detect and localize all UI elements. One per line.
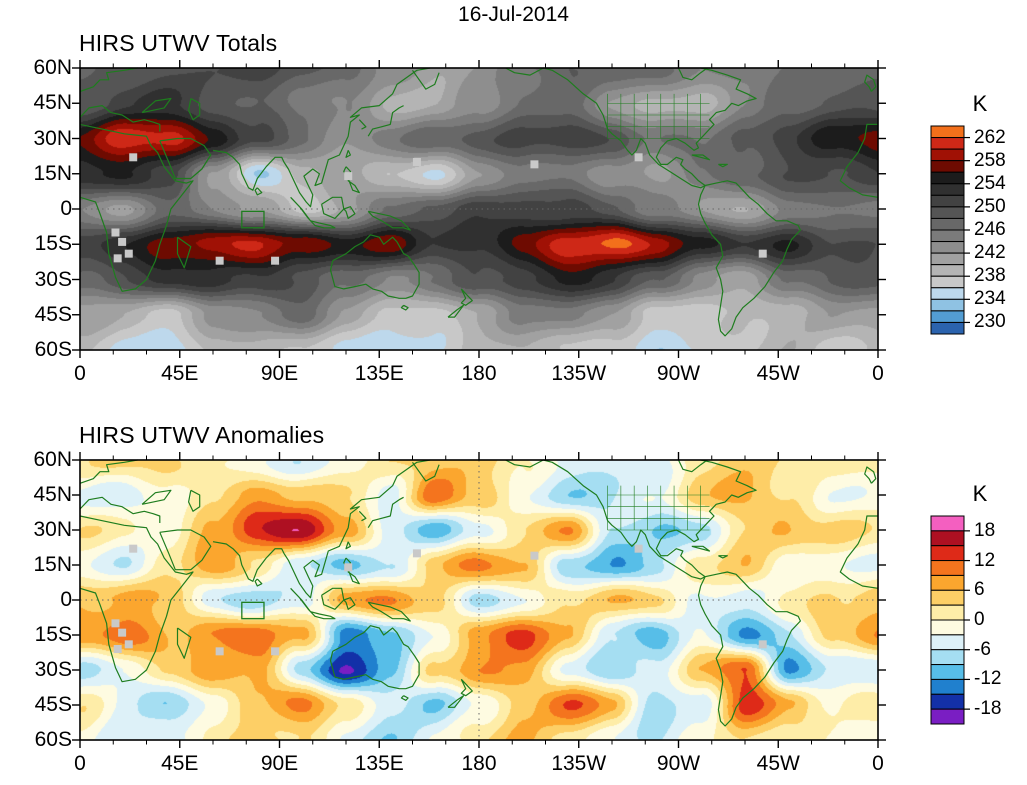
lon-tick-label: 45W xyxy=(756,362,800,385)
colorbar-tick-label: 242 xyxy=(974,242,1006,264)
colorbar-box xyxy=(930,206,965,219)
lat-tick-label: 15S xyxy=(34,232,72,256)
colorbar-box xyxy=(930,125,965,139)
anomalies-colorbar: K 18 12 6 0 -6 -12 -18 xyxy=(930,481,1027,727)
colorbar-box xyxy=(930,604,965,621)
colorbar-box xyxy=(930,217,965,231)
lon-tick-label: 90E xyxy=(260,362,299,385)
colorbar-tick-label: 246 xyxy=(974,219,1006,240)
colorbar-tick-label: -18 xyxy=(974,698,1002,720)
colorbar-box xyxy=(930,664,965,680)
anomalies-map: 60N 45N 30N 15N 0 15S 30S 45S 60S 0 45E 90E 135E 180 1… xyxy=(33,448,886,775)
totals-map: 60N 45N 30N 15N 0 15S 30S 45S 60S 0 45E 90E 135E 180 1… xyxy=(33,56,886,385)
lat-tick-label: 15N xyxy=(33,161,72,185)
lat-tick-label: 60N xyxy=(33,448,72,471)
totals-colorbar: K 262 258 254 250 246 242 238 234 230 xyxy=(930,91,1027,337)
lat-tick-label: 45S xyxy=(34,693,72,716)
anomalies-colorbar-unit: K xyxy=(972,481,988,506)
lon-tick-label: 0 xyxy=(872,362,884,385)
lat-tick-label: 45N xyxy=(33,91,72,115)
colorbar-box xyxy=(930,183,965,196)
lon-tick-label: 180 xyxy=(461,752,497,775)
lon-tick-label: 90E xyxy=(260,752,299,775)
lon-tick-label: 135E xyxy=(354,752,404,775)
lat-tick-label: 45N xyxy=(33,483,72,506)
lon-tick-label: 90W xyxy=(656,752,701,775)
totals-colorbar-unit: K xyxy=(972,91,988,116)
lat-tick-label: 60N xyxy=(33,56,72,79)
figure-date: 16-Jul-2014 xyxy=(458,3,569,26)
colorbar-box xyxy=(930,310,965,323)
lat-tick-label: 0 xyxy=(60,197,72,220)
colorbar-tick-label: -12 xyxy=(974,668,1002,690)
colorbar-tick-label: 254 xyxy=(974,172,1006,194)
lon-tick-label: 135W xyxy=(551,362,607,385)
colorbar-box xyxy=(930,619,965,636)
colorbar-box xyxy=(930,264,965,277)
colorbar-tick-label: 238 xyxy=(974,265,1006,287)
colorbar-box xyxy=(930,574,965,591)
lon-tick-label: 0 xyxy=(74,362,86,385)
lat-tick-label: 15S xyxy=(34,623,72,646)
colorbar-swatches xyxy=(930,515,970,725)
colorbar-box xyxy=(930,160,965,173)
panel-title-totals: HIRS UTWV Totals xyxy=(79,30,278,56)
colorbar-box xyxy=(930,708,965,725)
colorbar-tick-label: -6 xyxy=(974,638,991,660)
lat-tick-label: 30S xyxy=(34,267,72,291)
lon-tick-label: 135W xyxy=(551,752,607,775)
colorbar-swatches xyxy=(930,125,970,335)
lon-tick-label: 0 xyxy=(74,752,86,775)
lat-tick-label: 0 xyxy=(60,588,72,611)
lon-tick-label: 135E xyxy=(354,362,404,385)
lon-tick-label: 90W xyxy=(656,362,701,385)
lat-tick-label: 60S xyxy=(34,728,72,751)
panel-title-anomalies: HIRS UTWV Anomalies xyxy=(79,422,325,448)
colorbar-tick-label: 6 xyxy=(974,579,985,601)
colorbar-box xyxy=(930,634,965,651)
colorbar-tick-label: 230 xyxy=(974,311,1006,333)
colorbar-tick-label: 250 xyxy=(974,195,1006,217)
colorbar-box xyxy=(930,321,965,335)
colorbar-box xyxy=(930,589,965,606)
colorbar-tick-label: 18 xyxy=(974,519,996,541)
lon-tick-label: 45E xyxy=(161,362,199,385)
colorbar-tick-label: 262 xyxy=(974,126,1006,148)
colorbar-box xyxy=(930,560,965,576)
colorbar-box xyxy=(930,515,965,532)
lon-tick-label: 0 xyxy=(872,752,884,775)
colorbar-box xyxy=(930,545,965,562)
lat-tick-label: 45S xyxy=(34,302,72,326)
colorbar-box xyxy=(930,298,965,312)
lon-tick-label: 45W xyxy=(756,752,800,775)
colorbar-box xyxy=(930,241,965,254)
anomalies-heatmap-canvas xyxy=(80,460,878,740)
lat-tick-label: 30N xyxy=(33,126,72,150)
lat-tick-label: 60S xyxy=(34,338,72,361)
lat-tick-label: 15N xyxy=(33,553,72,576)
colorbar-box xyxy=(930,171,965,185)
lon-tick-label: 180 xyxy=(461,362,497,385)
colorbar-box xyxy=(930,148,965,162)
colorbar-tick-label: 258 xyxy=(974,149,1006,171)
colorbar-box xyxy=(930,287,965,300)
colorbar-tick-label: 12 xyxy=(974,549,996,571)
totals-heatmap-canvas xyxy=(80,68,878,350)
lat-tick-label: 30S xyxy=(34,658,72,681)
colorbar-box xyxy=(930,649,965,666)
colorbar-box xyxy=(930,275,965,289)
lat-tick-label: 30N xyxy=(33,518,72,541)
colorbar-box xyxy=(930,137,965,150)
colorbar-tick-label: 234 xyxy=(974,288,1006,310)
colorbar-tick-label: 0 xyxy=(974,609,985,630)
colorbar-box xyxy=(930,693,965,710)
colorbar-box xyxy=(930,252,965,266)
colorbar-box xyxy=(930,678,965,695)
colorbar-box xyxy=(930,194,965,208)
colorbar-box xyxy=(930,229,965,243)
lon-tick-label: 45E xyxy=(161,752,199,775)
colorbar-box xyxy=(930,530,965,547)
